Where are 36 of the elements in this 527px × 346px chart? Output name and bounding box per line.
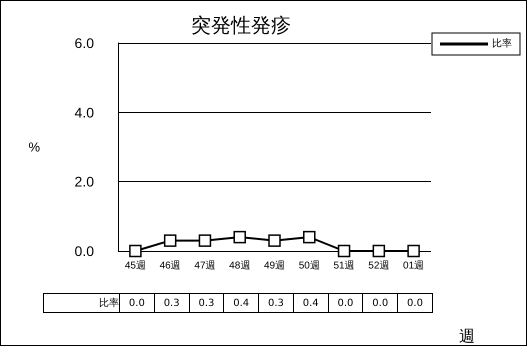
point xyxy=(303,230,316,244)
y-tick-label: 6.0 xyxy=(74,35,94,51)
text: 0.3 xyxy=(198,298,214,308)
chart-title: 突発性発疹 xyxy=(191,15,291,37)
text: 0.3 xyxy=(268,298,284,308)
x-axis-title: 週 xyxy=(459,328,475,346)
x-tick-label: 45週 xyxy=(124,260,146,272)
x-tick-label: 51週 xyxy=(333,260,355,272)
point xyxy=(164,234,176,247)
y-tick-label: 2.0 xyxy=(74,174,94,190)
x-tick-label: 52週 xyxy=(368,260,390,272)
x-tick-label: 49週 xyxy=(264,260,286,272)
text: 0.3 xyxy=(164,298,180,308)
text: 0.4 xyxy=(233,298,250,308)
point xyxy=(198,234,212,247)
y-tick-label: 4.0 xyxy=(74,104,94,120)
x-tick-label: 01週 xyxy=(403,260,424,272)
text: 0.0 xyxy=(372,298,388,308)
text: 0.0 xyxy=(128,298,145,308)
x-tick-label: 46週 xyxy=(160,260,181,272)
legend-label: 比率 xyxy=(492,38,512,50)
text: 0.0 xyxy=(338,298,354,308)
point xyxy=(407,244,420,258)
x-tick-label: 50週 xyxy=(298,260,320,272)
y-tick-label: 0.0 xyxy=(74,243,94,259)
text: 0.4 xyxy=(302,298,319,308)
point xyxy=(268,234,281,247)
y-axis-title: % xyxy=(28,140,40,154)
text: 0.0 xyxy=(407,298,423,308)
point xyxy=(233,230,246,244)
x-tick-label: 47週 xyxy=(194,260,216,272)
point xyxy=(129,244,142,258)
point xyxy=(338,244,350,258)
text: 比率 xyxy=(99,298,119,309)
x-tick-label: 48週 xyxy=(229,260,250,272)
point xyxy=(372,244,386,258)
